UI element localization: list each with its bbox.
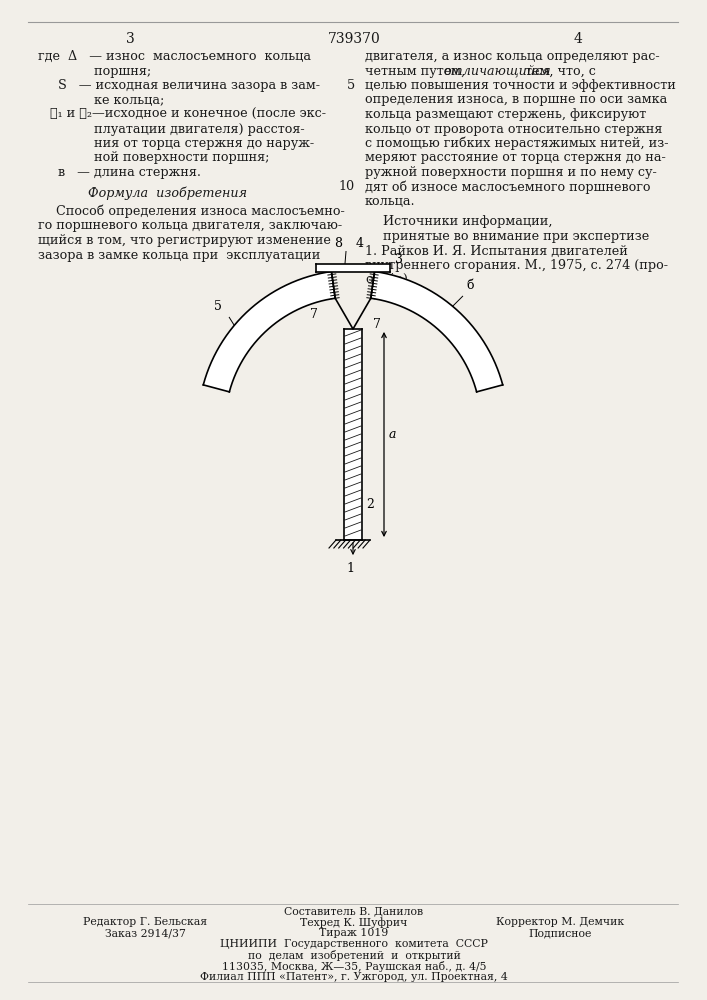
Text: тем, что, с: тем, что, с	[517, 64, 596, 78]
Text: 4: 4	[356, 237, 364, 250]
Text: с помощью гибких нерастяжимых нитей, из-: с помощью гибких нерастяжимых нитей, из-	[365, 137, 669, 150]
Text: E: E	[376, 281, 385, 294]
Text: четным путем,: четным путем,	[365, 64, 469, 78]
Text: кольца размещают стержень, фиксируют: кольца размещают стержень, фиксируют	[365, 108, 646, 121]
Text: плуатации двигателя) расстоя-: плуатации двигателя) расстоя-	[38, 122, 305, 135]
Text: двигателя, а износ кольца определяют рас-: двигателя, а износ кольца определяют рас…	[365, 50, 660, 63]
Text: отличающийся: отличающийся	[443, 64, 551, 78]
Text: 10: 10	[339, 180, 355, 194]
Text: 5: 5	[346, 79, 355, 92]
Text: 1: 1	[346, 562, 354, 575]
Text: ния от торца стержня до наруж-: ния от торца стержня до наруж-	[38, 137, 314, 150]
Text: зазора в замке кольца при  эксплуатации: зазора в замке кольца при эксплуатации	[38, 248, 320, 261]
Text: Источники информации,: Источники информации,	[383, 216, 552, 229]
Text: 2: 2	[366, 498, 374, 512]
Text: 739370: 739370	[327, 32, 380, 46]
Text: A: A	[315, 279, 325, 292]
Text: Редактор Г. Бельская: Редактор Г. Бельская	[83, 917, 207, 927]
Text: принятые во внимание при экспертизе: принятые во внимание при экспертизе	[383, 230, 649, 243]
Text: меряют расстояние от торца стержня до на-: меряют расстояние от торца стержня до на…	[365, 151, 666, 164]
Text: ototip).: ototip).	[365, 273, 412, 286]
Polygon shape	[317, 264, 390, 272]
Text: внутреннего сгорания. М., 1975, с. 274 (про-: внутреннего сгорания. М., 1975, с. 274 (…	[365, 259, 668, 272]
Text: 3: 3	[380, 253, 402, 270]
Text: 4: 4	[573, 32, 583, 46]
Text: ружной поверхности поршня и по нему су-: ружной поверхности поршня и по нему су-	[365, 166, 657, 179]
Polygon shape	[344, 329, 362, 540]
Text: кольца.: кольца.	[365, 195, 416, 208]
Text: 7: 7	[373, 318, 381, 330]
Text: S   — исходная величина зазора в зам-: S — исходная величина зазора в зам-	[38, 79, 320, 92]
Text: Подписное: Подписное	[528, 928, 592, 938]
Polygon shape	[370, 272, 503, 392]
Text: Заказ 2914/37: Заказ 2914/37	[105, 928, 185, 938]
Text: 113035, Москва, Ж—35, Раушская наб., д. 4/5: 113035, Москва, Ж—35, Раушская наб., д. …	[222, 961, 486, 972]
Text: 1. Райков И. Я. Испытания двигателей: 1. Райков И. Я. Испытания двигателей	[365, 244, 628, 257]
Text: Корректор М. Демчик: Корректор М. Демчик	[496, 917, 624, 927]
Text: 7: 7	[310, 308, 318, 320]
Text: целью повышения точности и эффективности: целью повышения точности и эффективности	[365, 79, 676, 92]
Text: по  делам  изобретений  и  открытий: по делам изобретений и открытий	[247, 950, 460, 961]
Text: Филиал ППП «Патент», г. Ужгород, ул. Проектная, 4: Филиал ППП «Патент», г. Ужгород, ул. Про…	[200, 972, 508, 982]
Text: ЦНИИПИ  Государственного  комитета  СССР: ЦНИИПИ Государственного комитета СССР	[220, 939, 488, 949]
Text: Техред К. Шуфрич: Техред К. Шуфрич	[300, 917, 408, 928]
Text: где  Δ   — износ  маслосъемного  кольца: где Δ — износ маслосъемного кольца	[38, 50, 311, 63]
Polygon shape	[204, 272, 335, 392]
Text: кольцо от проворота относительно стержня: кольцо от проворота относительно стержня	[365, 122, 662, 135]
Text: 3: 3	[126, 32, 134, 46]
Text: дят об износе маслосъемного поршневого: дят об износе маслосъемного поршневого	[365, 180, 650, 194]
Text: Способ определения износа маслосъемно-: Способ определения износа маслосъемно-	[56, 205, 345, 219]
Text: щийся в том, что регистрируют изменение: щийся в том, что регистрируют изменение	[38, 234, 331, 247]
Text: 5: 5	[214, 300, 222, 313]
Text: определения износа, в поршне по оси замка: определения износа, в поршне по оси замк…	[365, 94, 667, 106]
Text: ℓ₁ и ℓ₂—исходное и конечное (после экс-: ℓ₁ и ℓ₂—исходное и конечное (после экс-	[38, 108, 326, 121]
Text: Составитель В. Данилов: Составитель В. Данилов	[284, 906, 423, 916]
Text: Тираж 1019: Тираж 1019	[320, 928, 389, 938]
Text: 8: 8	[334, 237, 342, 250]
Text: в   — длина стержня.: в — длина стержня.	[38, 166, 201, 179]
Text: a: a	[389, 428, 397, 441]
Text: поршня;: поршня;	[38, 64, 151, 78]
Text: Формула  изобретения: Формула изобретения	[88, 186, 247, 200]
Text: го поршневого кольца двигателя, заключаю-: го поршневого кольца двигателя, заключаю…	[38, 220, 342, 232]
Text: ке кольца;: ке кольца;	[38, 94, 164, 106]
Text: ной поверхности поршня;: ной поверхности поршня;	[38, 151, 269, 164]
Text: б: б	[467, 279, 474, 292]
